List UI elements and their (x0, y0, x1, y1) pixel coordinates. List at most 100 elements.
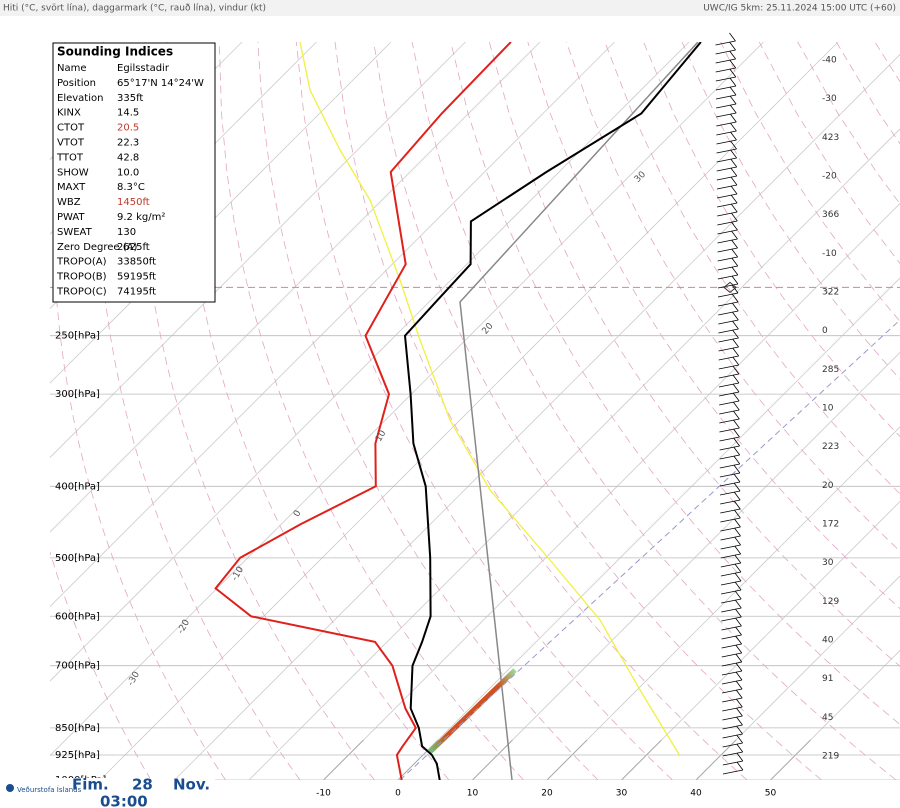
barb-staff (722, 697, 743, 703)
barb-staff (722, 760, 743, 766)
isotherm (695, 575, 900, 780)
barb-staff (720, 535, 741, 541)
barb-flag (730, 122, 737, 132)
index-name: TROPO(C) (56, 287, 107, 298)
barb-staff (717, 211, 738, 217)
index-name: WBZ (57, 197, 81, 208)
barb-staff (719, 472, 740, 478)
barb-staff (716, 130, 737, 136)
barb-staff (717, 292, 739, 298)
barb-flag (735, 644, 743, 654)
index-value: 9.2 kg/m² (117, 212, 165, 223)
barb-flag (733, 455, 741, 465)
barb-staff (716, 139, 737, 145)
barb-staff (721, 652, 742, 658)
barb-flag (735, 698, 743, 708)
barb-flag (730, 194, 738, 204)
barb-flag (731, 293, 739, 303)
x-tick-label: 20 (541, 789, 553, 799)
barb-flag (731, 266, 739, 276)
barb-staff (715, 58, 736, 64)
right-label: -30 (822, 94, 837, 104)
isotherm (50, 42, 764, 757)
barb-staff (718, 391, 740, 397)
barb-flag (734, 572, 742, 582)
barb-flag (730, 185, 738, 195)
barb-staff (720, 580, 742, 586)
barb-staff (720, 571, 741, 577)
index-name: CTOT (57, 123, 85, 134)
index-value: 130 (117, 227, 136, 238)
footer-day: Fim. (72, 776, 109, 794)
barb-staff (715, 49, 736, 55)
barb-staff (717, 238, 738, 244)
barb-staff (716, 157, 737, 163)
barb-flag (732, 311, 739, 321)
tropopause-marker (723, 281, 737, 293)
index-name: TROPO(A) (56, 257, 107, 268)
temperature-line (403, 42, 702, 780)
barb-staff (716, 148, 737, 154)
barb-flag (732, 347, 740, 357)
barb-flag (732, 320, 739, 330)
index-name: TROPO(B) (56, 272, 107, 283)
barb-staff (719, 490, 741, 496)
barb-staff (722, 733, 743, 739)
barb-staff (716, 184, 738, 190)
right-label: 423 (822, 133, 839, 143)
barb-staff (721, 598, 742, 604)
isotherm (50, 42, 466, 459)
barb-flag (729, 95, 737, 105)
barb-flag (735, 653, 743, 663)
barb-flag (732, 356, 740, 366)
y-tick-label: 925[hPa] (55, 750, 100, 761)
barb-staff (722, 724, 743, 730)
barb-staff (718, 328, 739, 334)
dry-adiabat (257, 42, 599, 780)
footer: Veðurstofa Íslands Fim. 03:00 28 Nov. (0, 776, 215, 808)
index-value: 33850ft (117, 257, 156, 268)
barb-staff (721, 607, 742, 613)
header-right: UWC/IG 5km: 25.11.2024 15:00 UTC (+60) (703, 4, 896, 14)
barb-staff (720, 562, 741, 568)
barb-staff (717, 202, 738, 208)
isotherm (50, 42, 615, 608)
isotherm (99, 42, 839, 780)
barb-flag (735, 626, 742, 636)
barb-flag (729, 59, 737, 69)
barb-staff (715, 76, 736, 82)
parcel-segment (428, 668, 517, 754)
right-label: 0 (822, 326, 828, 336)
barb-staff (718, 364, 739, 370)
dry-adiabat (681, 42, 900, 380)
barb-flag (734, 590, 742, 600)
barb-flag (736, 734, 743, 744)
isotherm-tick (323, 739, 364, 780)
right-label: 10 (822, 404, 834, 414)
right-label: 285 (822, 365, 839, 375)
barb-staff (718, 310, 739, 316)
right-label: 30 (822, 558, 834, 568)
barb-staff (721, 634, 742, 640)
isotherm-tick (621, 739, 662, 780)
barb-flag (729, 41, 736, 51)
barb-flag (734, 509, 741, 519)
isotherm (50, 42, 392, 384)
barb-staff (721, 670, 743, 676)
x-tick-label: 0 (395, 789, 401, 799)
indices-frame (52, 42, 216, 303)
x-tick-label: 40 (690, 789, 702, 799)
barb-flag (734, 527, 741, 537)
barb-staff (719, 463, 740, 469)
barb-flag (735, 608, 742, 618)
y-tick-label: 600[hPa] (55, 611, 100, 622)
barb-flag (734, 581, 742, 591)
barb-flag (736, 707, 743, 717)
barb-staff (719, 427, 740, 433)
index-value: Egilsstadir (117, 63, 170, 74)
barb-flag (731, 257, 739, 267)
isotherm (248, 128, 900, 780)
barb-staff (715, 40, 736, 46)
index-name: Position (57, 78, 96, 89)
x-tick-label: 50 (765, 789, 777, 799)
